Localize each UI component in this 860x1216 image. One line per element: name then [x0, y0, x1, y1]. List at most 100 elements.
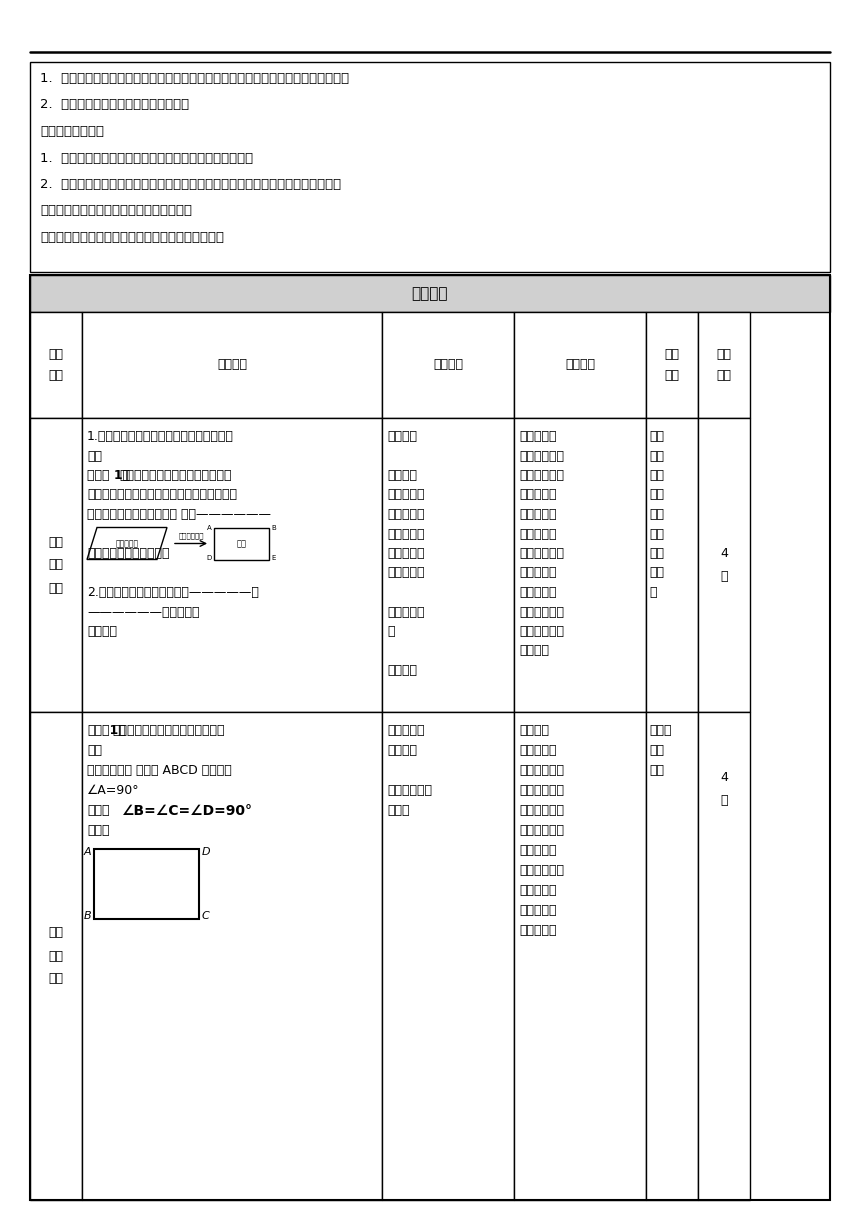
Text: 呢？: 呢？ [87, 744, 102, 758]
Text: 教学过程: 教学过程 [412, 286, 448, 302]
Text: 探究的意识，: 探究的意识， [519, 865, 564, 877]
Text: 讲矩形的性: 讲矩形的性 [519, 567, 556, 580]
Text: 用几: 用几 [649, 528, 664, 540]
Text: 教学难点：如何运用矩形的性质定理进行计算和证明: 教学难点：如何运用矩形的性质定理进行计算和证明 [40, 231, 224, 244]
Text: 示: 示 [387, 625, 395, 638]
Bar [30, 418, 82, 713]
Text: 板演: 板演 [649, 567, 664, 580]
Bar [514, 418, 646, 713]
Bar [30, 62, 830, 272]
Text: 何画: 何画 [649, 547, 664, 561]
Text: 不稳定性可: 不稳定性可 [519, 508, 556, 520]
Bar [382, 418, 514, 713]
Text: 1.  初步学会从数学的角度发现问题和提出问题，综合运用已有的知识解决新的问题。: 1. 初步学会从数学的角度发现问题和提出问题，综合运用已有的知识解决新的问题。 [40, 72, 349, 85]
Text: 二、
互助
探究: 二、 互助 探究 [48, 927, 64, 985]
Text: 度量: 度量 [649, 764, 664, 777]
Text: 复习平行四: 复习平行四 [519, 430, 556, 443]
Text: 生观察、概括: 生观察、概括 [519, 824, 564, 837]
Text: B: B [83, 911, 91, 921]
Bar [646, 313, 698, 418]
Text: 学生活动: 学生活动 [433, 359, 463, 372]
Text: A: A [207, 525, 212, 531]
Text: 示: 示 [649, 586, 656, 599]
Text: 学生动手测: 学生动手测 [387, 724, 425, 737]
Bar [514, 313, 646, 418]
Text: 培养学生分: 培养学生分 [519, 884, 556, 897]
Text: ∠A=90°: ∠A=90° [87, 784, 139, 796]
Text: 示、: 示、 [649, 489, 664, 501]
Text: 量一量，矩形的四个角有什么特点: 量一量，矩形的四个角有什么特点 [113, 724, 225, 737]
Text: ——————叫做矩形。: ——————叫做矩形。 [87, 606, 200, 619]
Text: 4
分: 4 分 [720, 547, 728, 582]
Text: 质作知识铺: 质作知识铺 [519, 586, 556, 599]
Text: 命题。培养学: 命题。培养学 [519, 804, 564, 817]
Text: 矩形的过程: 矩形的过程 [387, 567, 425, 580]
Text: 性质，利用平: 性质，利用平 [519, 469, 564, 482]
Text: 教学
阶段: 教学 阶段 [48, 348, 64, 382]
Bar [646, 713, 698, 1200]
Text: 情感态度价值观：: 情感态度价值观： [40, 125, 104, 137]
Text: 教师: 教师 [649, 508, 664, 520]
Text: D: D [206, 556, 212, 562]
Text: 析问题和动: 析问题和动 [519, 903, 556, 917]
Bar [94, 849, 199, 919]
Bar [82, 418, 382, 713]
Text: （教师用几何画板演示）: （教师用几何画板演示） [87, 547, 169, 561]
Text: 语证明: 语证明 [387, 804, 409, 817]
Text: ∠B=∠C=∠D=90°: ∠B=∠C=∠D=90° [122, 804, 253, 818]
Text: 教师活动: 教师活动 [217, 359, 247, 372]
Text: 2.  让学生充分参与到数学学习的过程中，使他们体验到成功的乐趣，增强自信心。: 2. 让学生充分参与到数学学习的过程中，使他们体验到成功的乐趣，增强自信心。 [40, 178, 341, 191]
Text: 2.  进一步体验解决问题方法的多样性。: 2. 进一步体验解决问题方法的多样性。 [40, 98, 189, 112]
Text: 一、
交流
预习: 一、 交流 预习 [48, 535, 64, 595]
Text: 时间
安排: 时间 安排 [716, 348, 732, 382]
Text: 察、度量、总: 察、度量、总 [519, 764, 564, 777]
Text: 行四边形的: 行四边形的 [519, 489, 556, 501]
Bar [382, 313, 514, 418]
Text: 具演: 具演 [649, 469, 664, 482]
Text: 纳的能力: 纳的能力 [519, 644, 549, 658]
Bar [82, 313, 382, 418]
Text: 学生: 学生 [649, 430, 664, 443]
Text: 矩形: 矩形 [237, 539, 247, 548]
Text: 导入新课: 导入新课 [519, 724, 549, 737]
Bar [698, 313, 750, 418]
Text: E: E [271, 556, 275, 562]
Text: 已知：如图， 四边形 ABCD 是矩形，: 已知：如图， 四边形 ABCD 是矩形， [87, 764, 231, 777]
Text: 制作的教具: 制作的教具 [387, 508, 425, 520]
Bar [82, 713, 382, 1200]
Text: 1.  通过对矩形的性质定理的探究，激发学生的探索热情。: 1. 通过对矩形的性质定理的探究，激发学生的探索热情。 [40, 152, 253, 164]
Bar [698, 713, 750, 1200]
Text: 手画图的能: 手画图的能 [519, 924, 556, 938]
Text: 技术
应用: 技术 应用 [665, 348, 679, 382]
Text: 角器: 角器 [649, 744, 664, 758]
Bar [646, 418, 698, 713]
Text: 一个活动的平行四边形在拉动的过: 一个活动的平行四边形在拉动的过 [120, 469, 232, 482]
Text: A: A [83, 848, 91, 857]
Text: 一生用自己: 一生用自己 [387, 489, 425, 501]
Bar [514, 713, 646, 1200]
Text: 教师板书: 教师板书 [87, 625, 117, 638]
Text: 学生口答: 学生口答 [387, 430, 417, 443]
Bar [30, 275, 830, 1200]
Text: 通过学生观: 通过学生观 [519, 744, 556, 758]
Text: 量，思考: 量，思考 [387, 744, 417, 758]
Text: D: D [202, 848, 211, 857]
Text: 能力及自主: 能力及自主 [519, 844, 556, 857]
Text: 平行四边形: 平行四边形 [115, 539, 138, 548]
Text: 4
分: 4 分 [720, 771, 728, 806]
Text: 求证：: 求证： [87, 804, 109, 817]
Bar [30, 313, 82, 418]
Text: 边形变形为: 边形变形为 [387, 547, 425, 561]
Bar [698, 418, 750, 713]
Text: 边形的定义、: 边形的定义、 [519, 450, 564, 462]
Text: 用教: 用教 [649, 450, 664, 462]
Bar [382, 713, 514, 1200]
Text: 形，为本节课: 形，为本节课 [519, 547, 564, 561]
Text: B: B [271, 525, 276, 531]
Text: 2.归纳矩形定义：有一个角是—————的: 2.归纳矩形定义：有一个角是—————的 [87, 586, 259, 599]
Text: 的平行四边形是什么图形？ 猜想——————: 的平行四边形是什么图形？ 猜想—————— [87, 508, 271, 520]
Text: 程，使其一个内角恰好为直角，得到一种特殊: 程，使其一个内角恰好为直角，得到一种特殊 [87, 489, 237, 501]
Text: 【活动 1】: 【活动 1】 [87, 469, 130, 482]
Text: 一生展示、口: 一生展示、口 [387, 784, 432, 796]
Text: 动手操作、归: 动手操作、归 [519, 625, 564, 638]
